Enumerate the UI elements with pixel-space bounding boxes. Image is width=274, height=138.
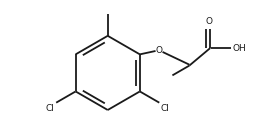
Text: Cl: Cl [161,104,170,113]
Text: OH: OH [233,44,246,53]
Text: O: O [156,47,162,55]
Text: O: O [206,17,213,26]
Text: Cl: Cl [46,104,55,113]
